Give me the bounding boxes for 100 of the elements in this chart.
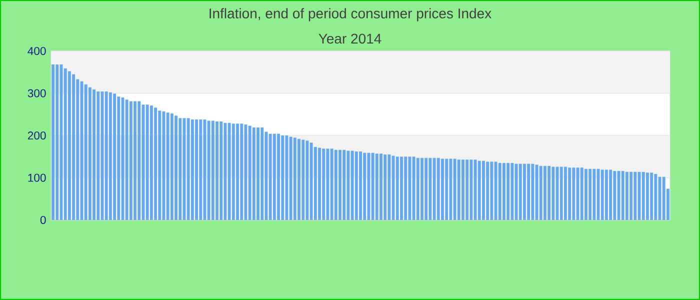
bar bbox=[634, 172, 637, 220]
bar bbox=[514, 164, 518, 220]
bar bbox=[298, 138, 300, 220]
bar bbox=[178, 118, 182, 220]
bar bbox=[367, 152, 370, 220]
bar bbox=[281, 136, 284, 220]
bar bbox=[174, 116, 178, 220]
bar bbox=[302, 140, 305, 220]
bar bbox=[277, 134, 280, 220]
bar bbox=[646, 172, 649, 220]
bar bbox=[220, 122, 223, 220]
bar bbox=[108, 92, 112, 220]
bar bbox=[256, 127, 260, 220]
bar bbox=[420, 158, 424, 220]
bar bbox=[408, 156, 412, 220]
bar bbox=[154, 108, 158, 220]
bar bbox=[445, 158, 448, 220]
bar bbox=[224, 122, 227, 220]
bar bbox=[604, 170, 608, 220]
bar bbox=[428, 158, 432, 220]
bar bbox=[470, 160, 473, 220]
bar bbox=[195, 119, 198, 220]
bar bbox=[363, 152, 366, 220]
bar bbox=[104, 92, 108, 220]
bar bbox=[432, 158, 436, 220]
bar bbox=[449, 158, 452, 220]
bar bbox=[580, 168, 584, 220]
bar bbox=[318, 148, 321, 220]
bar bbox=[125, 100, 128, 220]
bar bbox=[170, 114, 174, 220]
bar bbox=[388, 154, 391, 220]
bar bbox=[416, 158, 420, 220]
bar bbox=[158, 110, 162, 220]
bar bbox=[260, 127, 264, 220]
bar bbox=[523, 164, 526, 220]
bar bbox=[146, 104, 149, 220]
y-tick-label: 200 bbox=[28, 132, 46, 140]
bar bbox=[96, 92, 100, 220]
bar bbox=[354, 152, 358, 220]
bar bbox=[203, 119, 206, 220]
bar bbox=[453, 158, 456, 220]
bar bbox=[199, 119, 202, 220]
bar bbox=[396, 156, 399, 220]
bar bbox=[150, 106, 153, 220]
bar bbox=[166, 112, 170, 220]
bar bbox=[244, 124, 248, 220]
y-tick-label: 100 bbox=[28, 174, 46, 182]
bar bbox=[64, 68, 67, 220]
bar bbox=[424, 158, 428, 220]
y-tick-label: 400 bbox=[28, 47, 46, 56]
bar bbox=[68, 71, 71, 220]
bar bbox=[289, 136, 292, 220]
bar bbox=[404, 156, 408, 220]
bar bbox=[322, 148, 326, 220]
bar bbox=[384, 154, 387, 220]
bar bbox=[84, 84, 88, 220]
bar bbox=[478, 160, 481, 220]
bar bbox=[630, 172, 633, 220]
bar bbox=[330, 148, 334, 220]
bar bbox=[568, 168, 572, 220]
bar bbox=[584, 168, 588, 220]
bar bbox=[392, 156, 395, 220]
bar bbox=[494, 162, 498, 220]
chart-title: Inflation, end of period consumer prices Index bbox=[210, 8, 492, 22]
bar bbox=[134, 101, 137, 220]
bar bbox=[190, 119, 194, 220]
bar bbox=[510, 162, 514, 220]
bar bbox=[527, 164, 530, 220]
bar bbox=[560, 166, 563, 220]
bar bbox=[482, 160, 485, 220]
bar bbox=[359, 152, 362, 220]
bar bbox=[498, 162, 502, 220]
bar bbox=[412, 156, 416, 220]
bar bbox=[462, 160, 464, 220]
bar bbox=[129, 101, 132, 220]
bar bbox=[654, 174, 658, 220]
bar bbox=[334, 150, 338, 220]
bar bbox=[264, 132, 268, 220]
bar bbox=[572, 168, 576, 220]
bar bbox=[518, 164, 522, 220]
bar bbox=[285, 136, 288, 220]
bar bbox=[310, 142, 313, 220]
bar bbox=[52, 64, 55, 220]
bar bbox=[72, 74, 76, 220]
chart-subtitle: Year 2014 bbox=[318, 34, 382, 44]
bar bbox=[240, 124, 244, 220]
bar bbox=[342, 150, 346, 220]
bar bbox=[216, 122, 218, 220]
bar bbox=[506, 162, 510, 220]
bar bbox=[293, 138, 296, 220]
bar bbox=[486, 162, 490, 220]
bar bbox=[457, 160, 460, 220]
bar bbox=[375, 154, 378, 220]
bar bbox=[56, 64, 59, 220]
bar bbox=[138, 101, 141, 220]
bar bbox=[609, 170, 612, 220]
bar bbox=[552, 166, 555, 220]
bar bbox=[625, 172, 628, 220]
bar bbox=[642, 172, 645, 220]
bar bbox=[544, 166, 546, 220]
